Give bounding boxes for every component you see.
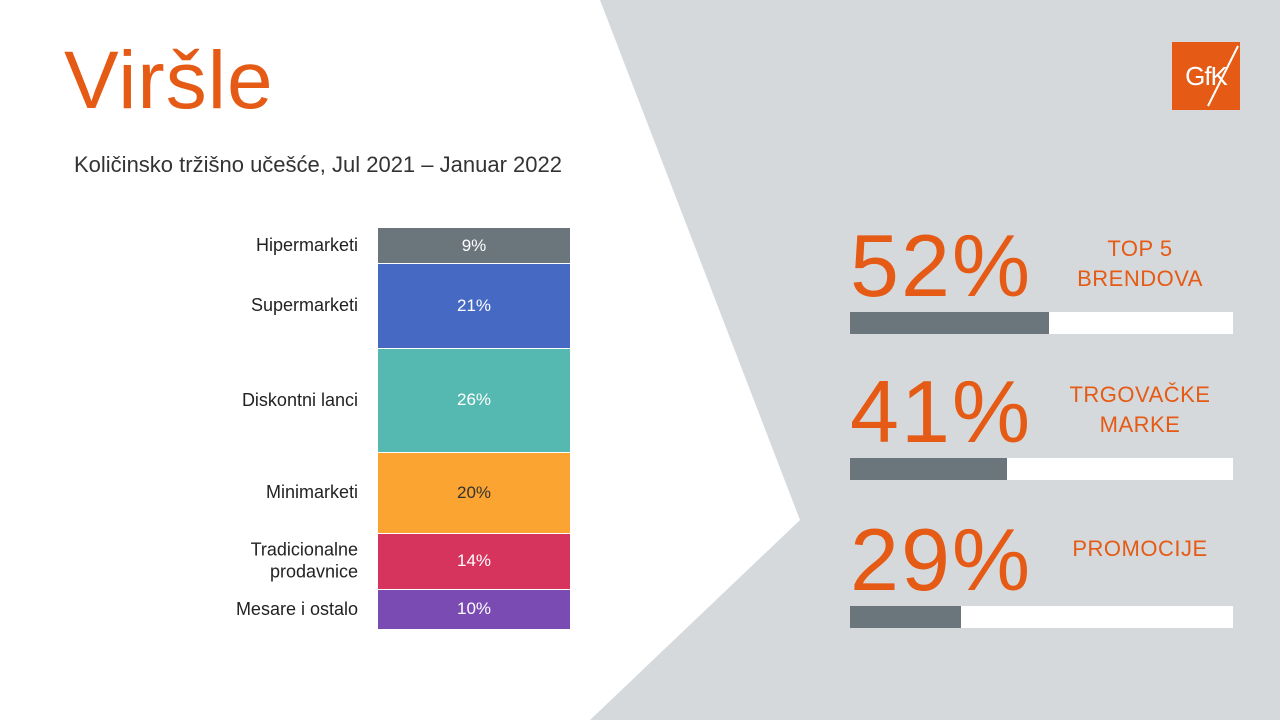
metric-label-line: TRGOVAČKE xyxy=(1069,382,1211,407)
metric-label: PROMOCIJE xyxy=(1050,534,1230,564)
metric-3: 29% PROMOCIJE xyxy=(850,516,1233,632)
metric-progress-track xyxy=(850,458,1233,480)
bar-value-label: 21% xyxy=(456,295,492,315)
metric-progress-fill xyxy=(850,606,962,628)
logo-slash-mark xyxy=(1207,45,1239,107)
bar-segment-4: 20% xyxy=(378,452,570,533)
bar-segment-1: 9% xyxy=(378,227,570,264)
metric-progress-track xyxy=(850,606,1233,628)
category-label-line: Minimarketi xyxy=(265,482,358,503)
metric-value: 29% xyxy=(850,510,1033,609)
bar-segment-2: 21% xyxy=(378,263,570,348)
category-label-line: Mesare i ostalo xyxy=(235,598,358,619)
metric-1: 52% TOP 5 BRENDOVA xyxy=(850,222,1233,338)
bar-segment-5: 14% xyxy=(378,532,570,589)
metric-2: 41% TRGOVAČKE MARKE xyxy=(850,368,1233,484)
gfk-logo: GfK xyxy=(1172,42,1240,110)
bar-value-label: 14% xyxy=(456,551,492,571)
metric-value: 41% xyxy=(850,362,1033,461)
metric-label: TOP 5 BRENDOVA xyxy=(1050,234,1230,293)
bar-value-label: 20% xyxy=(456,482,492,502)
bar-value-label: 9% xyxy=(461,235,487,255)
category-label-line: Diskontni lanci xyxy=(241,389,358,410)
logo-text: GfK xyxy=(1185,60,1228,91)
page-title: Viršle xyxy=(64,35,274,126)
bar-value-label: 26% xyxy=(456,390,492,410)
metric-label-line: BRENDOVA xyxy=(1077,265,1203,291)
metric-label-line: MARKE xyxy=(1099,411,1181,437)
category-label: Diskontni lanci xyxy=(138,389,358,412)
metric-progress-track xyxy=(850,312,1233,334)
page-subtitle: Količinsko tržišno učešće, Jul 2021 – Ja… xyxy=(74,152,562,177)
metric-label-line: TOP 5 xyxy=(1107,236,1173,261)
category-label-line: Supermarketi xyxy=(250,295,358,316)
category-label: Mesare i ostalo xyxy=(138,598,358,621)
metric-label-line: PROMOCIJE xyxy=(1072,536,1208,561)
metric-label: TRGOVAČKE MARKE xyxy=(1050,380,1230,439)
metric-value: 52% xyxy=(850,216,1033,315)
category-label: Supermarketi xyxy=(138,294,358,317)
category-label: Minimarketi xyxy=(138,481,358,504)
category-label-line: Tradicionalne xyxy=(250,539,358,560)
category-label: Hipermarketi xyxy=(138,234,358,257)
category-label-line: Hipermarketi xyxy=(255,234,358,255)
bar-segment-3: 26% xyxy=(378,347,570,453)
stacked-share-chart: 9% Hipermarketi 21% Supermarketi 26% Diskontn… xyxy=(0,0,620,720)
bar-value-label: 10% xyxy=(456,599,492,619)
metric-progress-fill xyxy=(850,458,1008,480)
metric-progress-fill xyxy=(850,312,1050,334)
category-label: Tradicionalne prodavnice xyxy=(138,538,358,583)
category-label-line: prodavnice xyxy=(269,561,358,582)
bar-segment-6: 10% xyxy=(378,588,570,629)
